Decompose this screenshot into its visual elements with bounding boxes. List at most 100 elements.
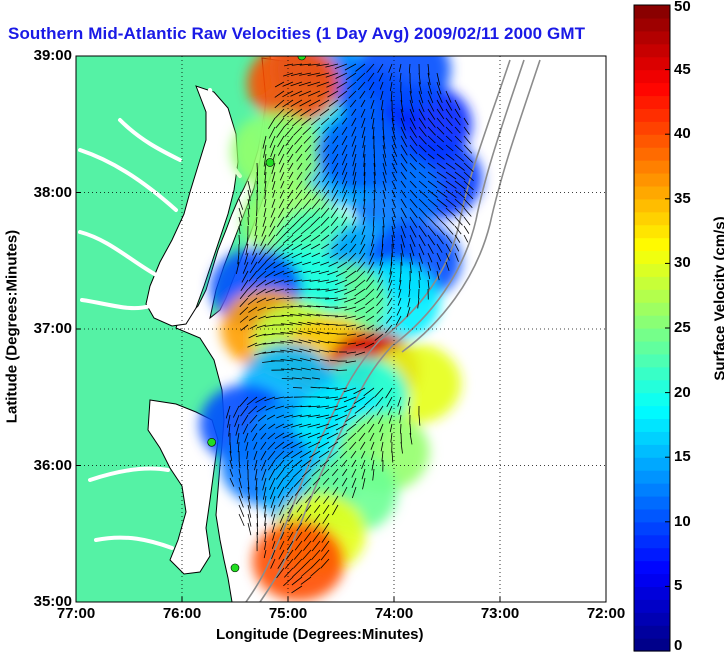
vector-738 bbox=[255, 396, 267, 404]
vector-584 bbox=[387, 288, 393, 299]
vector-78 bbox=[349, 99, 357, 108]
vector-173 bbox=[436, 135, 445, 143]
vector-474 bbox=[445, 243, 451, 252]
vector-425 bbox=[238, 234, 240, 245]
vector-539 bbox=[366, 270, 375, 282]
vector-878 bbox=[381, 450, 384, 462]
vector-847 bbox=[274, 441, 285, 450]
vector-455 bbox=[266, 243, 276, 255]
vector-18 bbox=[299, 72, 312, 76]
vector-255 bbox=[322, 171, 330, 183]
vector-352 bbox=[277, 207, 285, 219]
vector-1022 bbox=[320, 558, 330, 569]
vector-375 bbox=[255, 216, 258, 227]
vector-169 bbox=[400, 135, 408, 148]
vector-225 bbox=[271, 162, 276, 175]
vector-787 bbox=[307, 414, 321, 418]
vector-125 bbox=[409, 117, 417, 130]
vector-395 bbox=[436, 216, 447, 227]
colorbar-step-49 bbox=[634, 5, 670, 19]
vector-778 bbox=[234, 414, 240, 427]
vector-299 bbox=[272, 189, 276, 198]
colorbar-tick-label: 0 bbox=[674, 637, 683, 654]
vector-342 bbox=[427, 198, 438, 208]
vector-23 bbox=[345, 72, 357, 81]
vector-1001 bbox=[271, 540, 276, 550]
colorbar-step-0 bbox=[634, 638, 670, 652]
vector-379 bbox=[284, 216, 294, 227]
vector-817 bbox=[389, 423, 393, 433]
vector-287 bbox=[391, 180, 397, 190]
vector-484 bbox=[301, 252, 312, 258]
river-4 bbox=[88, 466, 170, 482]
vector-590 bbox=[247, 297, 258, 306]
vector-254 bbox=[313, 171, 321, 182]
vector-833 bbox=[336, 432, 348, 441]
vector-515 bbox=[356, 261, 366, 273]
vector-647 bbox=[249, 324, 258, 330]
vector-250 bbox=[279, 171, 285, 181]
vector-332 bbox=[330, 198, 339, 210]
vector-526 bbox=[248, 270, 258, 282]
vector-449 bbox=[454, 234, 461, 243]
vector-127 bbox=[427, 117, 436, 128]
vector-559 bbox=[344, 279, 357, 287]
vector-958 bbox=[247, 504, 252, 518]
river-6 bbox=[208, 88, 242, 178]
vector-387 bbox=[362, 216, 366, 225]
vector-137 bbox=[312, 126, 321, 135]
y-tick-label: 37:00 bbox=[33, 320, 72, 337]
vector-920 bbox=[269, 477, 276, 490]
vector-766 bbox=[316, 405, 330, 408]
vector-411 bbox=[341, 225, 348, 234]
vector-405 bbox=[283, 225, 294, 236]
vector-156 bbox=[277, 135, 285, 148]
vector-466 bbox=[369, 243, 375, 256]
vector-968 bbox=[332, 504, 339, 516]
vector-960 bbox=[263, 504, 267, 518]
vector-289 bbox=[409, 180, 417, 189]
vector-38 bbox=[316, 81, 330, 87]
vector-31 bbox=[427, 72, 431, 85]
vector-10 bbox=[377, 63, 384, 74]
vector-63 bbox=[390, 90, 393, 102]
colorbar-step-23 bbox=[634, 340, 670, 355]
vector-602 bbox=[354, 297, 366, 305]
vector-108 bbox=[445, 108, 453, 119]
vector-669 bbox=[298, 330, 312, 335]
vector-573 bbox=[284, 288, 294, 291]
vector-500 bbox=[454, 252, 459, 262]
vector-308 bbox=[352, 189, 357, 202]
vector-961 bbox=[271, 504, 276, 517]
vector-948 bbox=[263, 495, 267, 509]
vector-716 bbox=[290, 367, 303, 371]
vector-443 bbox=[400, 234, 405, 248]
vector-160 bbox=[313, 135, 321, 143]
vector-915 bbox=[229, 477, 235, 487]
colorbar-step-29 bbox=[634, 263, 670, 277]
vector-762 bbox=[284, 405, 294, 408]
vector-877 bbox=[370, 450, 375, 461]
vector-625 bbox=[387, 306, 393, 315]
vector-741 bbox=[283, 396, 294, 399]
vector-556 bbox=[317, 279, 330, 283]
vector-408 bbox=[310, 225, 321, 235]
vector-42 bbox=[357, 81, 366, 91]
vector-697 bbox=[299, 348, 312, 353]
vector-282 bbox=[341, 180, 348, 194]
vector-984 bbox=[280, 522, 285, 532]
vector-164 bbox=[351, 135, 357, 147]
vector-293 bbox=[445, 180, 457, 189]
vector-280 bbox=[321, 180, 330, 192]
vector-765 bbox=[308, 405, 321, 408]
vector-651 bbox=[280, 323, 294, 326]
vector-198 bbox=[454, 144, 464, 153]
vector-851 bbox=[308, 441, 321, 449]
vector-64 bbox=[400, 90, 403, 103]
vector-431 bbox=[282, 234, 294, 244]
vector-412 bbox=[351, 225, 357, 234]
vector-235 bbox=[363, 162, 366, 176]
vector-502 bbox=[242, 261, 249, 274]
vector-471 bbox=[418, 243, 425, 256]
vector-357 bbox=[320, 207, 330, 218]
